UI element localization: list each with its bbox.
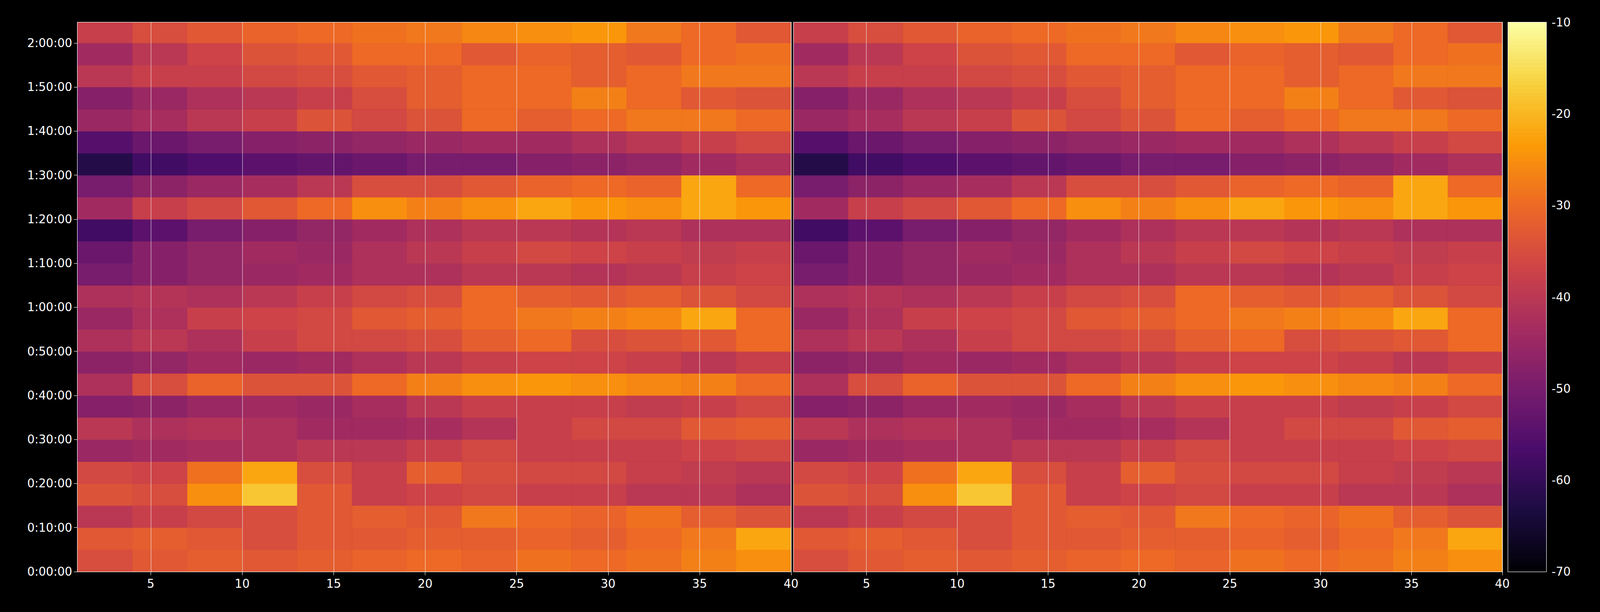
svg-text:-70: -70 — [1551, 564, 1571, 579]
svg-text:5: 5 — [862, 576, 871, 591]
svg-text:-40: -40 — [1551, 290, 1571, 304]
svg-text:15: 15 — [1040, 576, 1056, 591]
svg-text:-30: -30 — [1551, 198, 1571, 212]
svg-text:0:30:00: 0:30:00 — [27, 432, 73, 446]
svg-text:0:00:00: 0:00:00 — [27, 564, 73, 579]
svg-text:40: 40 — [1494, 576, 1510, 591]
svg-text:35: 35 — [1404, 576, 1419, 591]
svg-text:0:50:00: 0:50:00 — [27, 344, 73, 359]
svg-text:1:50:00: 1:50:00 — [27, 80, 73, 94]
svg-text:-10: -10 — [1551, 15, 1571, 30]
svg-text:-60: -60 — [1551, 473, 1571, 487]
svg-text:0:10:00: 0:10:00 — [27, 520, 73, 535]
svg-text:25: 25 — [1222, 576, 1237, 591]
svg-text:5: 5 — [147, 576, 155, 591]
svg-text:-20: -20 — [1551, 107, 1571, 121]
svg-text:10: 10 — [234, 576, 250, 591]
svg-text:1:30:00: 1:30:00 — [27, 168, 73, 182]
svg-text:1:00:00: 1:00:00 — [27, 300, 73, 314]
svg-text:25: 25 — [509, 576, 524, 591]
svg-text:15: 15 — [326, 576, 342, 591]
svg-text:-50: -50 — [1551, 381, 1571, 396]
svg-text:1:40:00: 1:40:00 — [27, 124, 73, 138]
svg-text:0:40:00: 0:40:00 — [27, 388, 73, 403]
svg-text:10: 10 — [949, 576, 965, 591]
svg-text:30: 30 — [1313, 576, 1328, 591]
svg-text:35: 35 — [691, 576, 707, 591]
svg-text:30: 30 — [600, 576, 616, 591]
svg-text:20: 20 — [417, 576, 433, 591]
svg-text:1:10:00: 1:10:00 — [27, 256, 73, 270]
svg-text:2:00:00: 2:00:00 — [27, 36, 73, 50]
svg-text:0:20:00: 0:20:00 — [27, 476, 73, 490]
svg-text:40: 40 — [783, 576, 799, 591]
svg-text:20: 20 — [1131, 576, 1147, 591]
svg-text:1:20:00: 1:20:00 — [27, 212, 73, 226]
